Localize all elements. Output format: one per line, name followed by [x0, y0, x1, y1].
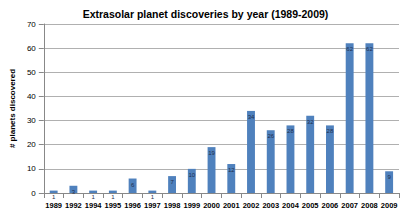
- svg-text:2002: 2002: [243, 201, 260, 210]
- svg-text:2005: 2005: [302, 201, 319, 210]
- svg-text:30: 30: [27, 116, 36, 125]
- svg-text:2001: 2001: [223, 201, 240, 210]
- svg-text:60: 60: [27, 44, 36, 53]
- svg-text:1: 1: [91, 194, 95, 200]
- svg-text:62: 62: [346, 46, 353, 52]
- svg-text:1995: 1995: [105, 201, 122, 210]
- svg-text:2007: 2007: [341, 201, 358, 210]
- svg-text:32: 32: [307, 119, 314, 125]
- svg-text:Extrasolar planet discoveries: Extrasolar planet discoveries by year (1…: [83, 8, 329, 20]
- svg-text:40: 40: [27, 92, 36, 101]
- svg-text:1: 1: [52, 194, 56, 200]
- svg-text:26: 26: [267, 133, 274, 139]
- svg-text:28: 28: [327, 128, 334, 134]
- svg-text:70: 70: [27, 20, 36, 29]
- svg-text:1: 1: [151, 194, 155, 200]
- svg-text:2004: 2004: [282, 201, 300, 210]
- svg-text:10: 10: [188, 172, 195, 178]
- svg-text:9: 9: [387, 174, 391, 180]
- svg-text:50: 50: [27, 68, 36, 77]
- svg-text:19: 19: [208, 150, 215, 156]
- svg-text:10: 10: [27, 164, 36, 173]
- svg-text:6: 6: [131, 182, 135, 188]
- svg-text:1: 1: [111, 194, 115, 200]
- svg-text:7: 7: [170, 179, 174, 185]
- svg-text:1999: 1999: [183, 201, 200, 210]
- svg-text:2008: 2008: [361, 201, 378, 210]
- svg-text:3: 3: [72, 189, 76, 195]
- svg-text:# planets discovered: # planets discovered: [8, 69, 17, 148]
- svg-text:2006: 2006: [322, 201, 339, 210]
- svg-text:1996: 1996: [124, 201, 141, 210]
- svg-text:1989: 1989: [45, 201, 62, 210]
- svg-text:2009: 2009: [381, 201, 398, 210]
- svg-text:2000: 2000: [203, 201, 220, 210]
- svg-text:1997: 1997: [144, 201, 161, 210]
- svg-text:1992: 1992: [65, 201, 82, 210]
- svg-text:1994: 1994: [85, 201, 103, 210]
- svg-text:28: 28: [287, 128, 294, 134]
- svg-text:2003: 2003: [262, 201, 279, 210]
- svg-text:20: 20: [27, 140, 36, 149]
- svg-text:0: 0: [31, 189, 36, 198]
- svg-text:34: 34: [248, 114, 255, 120]
- svg-text:12: 12: [228, 167, 235, 173]
- svg-text:1998: 1998: [164, 201, 181, 210]
- svg-text:62: 62: [366, 46, 373, 52]
